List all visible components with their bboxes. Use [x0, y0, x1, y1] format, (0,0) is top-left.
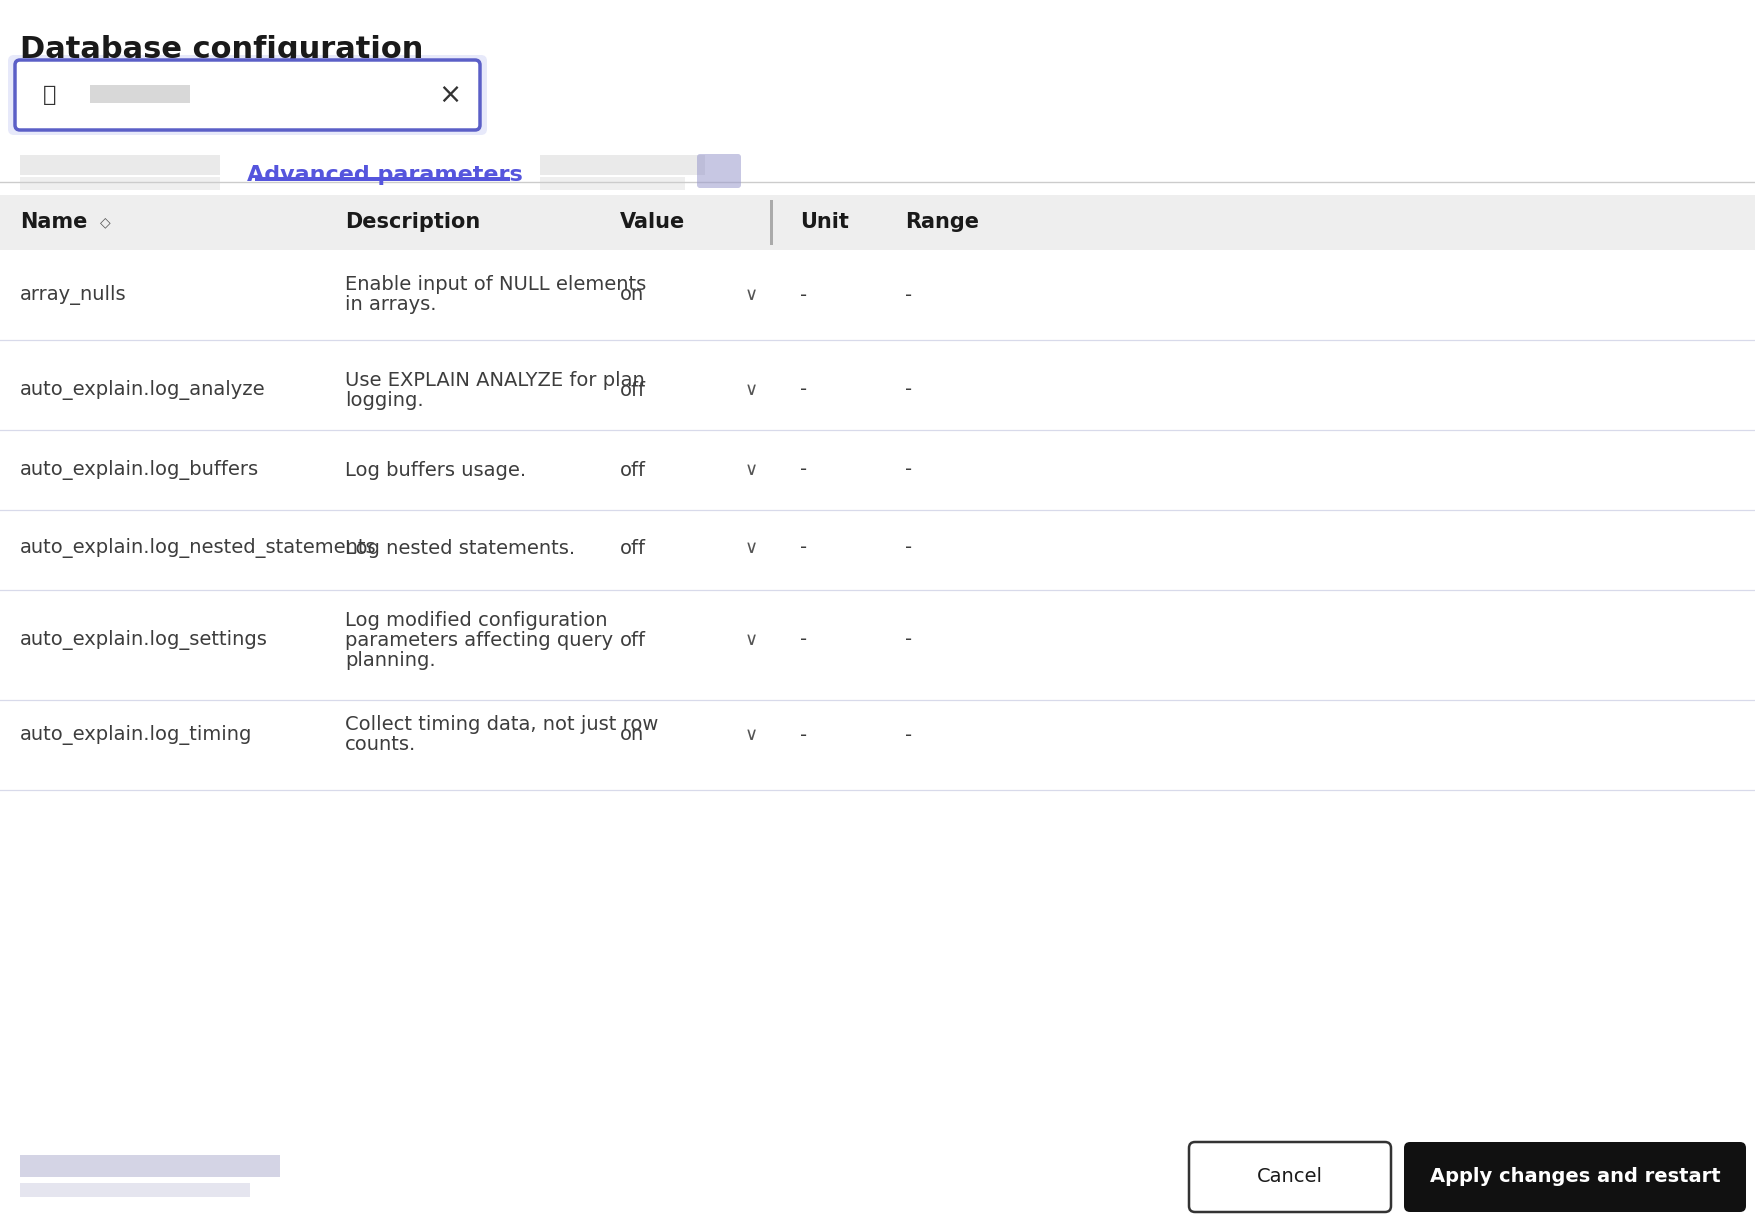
Text: Name: Name: [19, 213, 88, 232]
Text: auto_explain.log_timing: auto_explain.log_timing: [19, 724, 253, 745]
Text: Enable input of NULL elements: Enable input of NULL elements: [344, 276, 646, 294]
Text: -: -: [904, 460, 911, 480]
Text: -: -: [904, 726, 911, 744]
FancyBboxPatch shape: [9, 55, 486, 135]
Bar: [769, 200, 772, 245]
FancyBboxPatch shape: [16, 60, 479, 130]
Text: ×: ×: [439, 81, 462, 109]
Text: -: -: [800, 285, 807, 305]
Text: ∨: ∨: [744, 631, 758, 649]
Text: -: -: [800, 380, 807, 400]
Text: auto_explain.log_buffers: auto_explain.log_buffers: [19, 460, 260, 480]
Text: -: -: [904, 380, 911, 400]
Text: -: -: [800, 460, 807, 480]
Text: Cancel: Cancel: [1257, 1167, 1322, 1187]
FancyBboxPatch shape: [1404, 1141, 1744, 1212]
Bar: [19, 1155, 279, 1177]
Text: auto_explain.log_settings: auto_explain.log_settings: [19, 630, 269, 649]
Text: Log buffers usage.: Log buffers usage.: [344, 460, 526, 480]
Text: Range: Range: [904, 213, 979, 232]
Text: logging.: logging.: [344, 390, 423, 410]
Text: Description: Description: [344, 213, 479, 232]
Text: in arrays.: in arrays.: [344, 295, 437, 315]
Bar: [254, 177, 509, 181]
Text: Value: Value: [620, 213, 684, 232]
Bar: [19, 155, 219, 175]
Text: Apply changes and restart: Apply changes and restart: [1429, 1167, 1720, 1187]
Bar: [0, 196, 1755, 250]
Text: off: off: [620, 631, 646, 649]
Text: off: off: [620, 380, 646, 400]
Text: Collect timing data, not just row: Collect timing data, not just row: [344, 716, 658, 734]
Bar: [541, 177, 684, 189]
Text: Use EXPLAIN ANALYZE for plan: Use EXPLAIN ANALYZE for plan: [344, 370, 644, 390]
FancyBboxPatch shape: [1188, 1141, 1390, 1212]
Text: Database configuration: Database configuration: [19, 34, 423, 64]
Text: -: -: [904, 285, 911, 305]
Text: Log nested statements.: Log nested statements.: [344, 539, 576, 557]
Text: on: on: [620, 285, 644, 305]
Text: Unit: Unit: [800, 213, 848, 232]
Text: Log modified configuration: Log modified configuration: [344, 610, 607, 630]
FancyBboxPatch shape: [697, 154, 741, 188]
Text: -: -: [800, 726, 807, 744]
Bar: [541, 155, 704, 175]
Text: counts.: counts.: [344, 736, 416, 754]
Text: 🔍: 🔍: [44, 85, 56, 105]
Bar: [19, 177, 219, 189]
Text: Advanced parameters: Advanced parameters: [247, 165, 523, 184]
Text: -: -: [800, 539, 807, 557]
Text: ∨: ∨: [744, 287, 758, 304]
Text: auto_explain.log_nested_statements: auto_explain.log_nested_statements: [19, 538, 376, 558]
Text: off: off: [620, 460, 646, 480]
Text: ∨: ∨: [744, 539, 758, 557]
Text: -: -: [800, 631, 807, 649]
Text: on: on: [620, 726, 644, 744]
Text: -: -: [904, 539, 911, 557]
Text: ∨: ∨: [744, 461, 758, 478]
Text: array_nulls: array_nulls: [19, 285, 126, 305]
Text: off: off: [620, 539, 646, 557]
Bar: [90, 85, 190, 103]
Text: planning.: planning.: [344, 651, 435, 669]
Text: auto_explain.log_analyze: auto_explain.log_analyze: [19, 380, 265, 400]
Text: parameters affecting query: parameters affecting query: [344, 631, 612, 649]
Text: ∨: ∨: [744, 381, 758, 399]
Text: -: -: [904, 631, 911, 649]
Text: ∨: ∨: [744, 726, 758, 744]
Bar: [19, 1183, 249, 1197]
Text: ◇: ◇: [100, 215, 111, 230]
